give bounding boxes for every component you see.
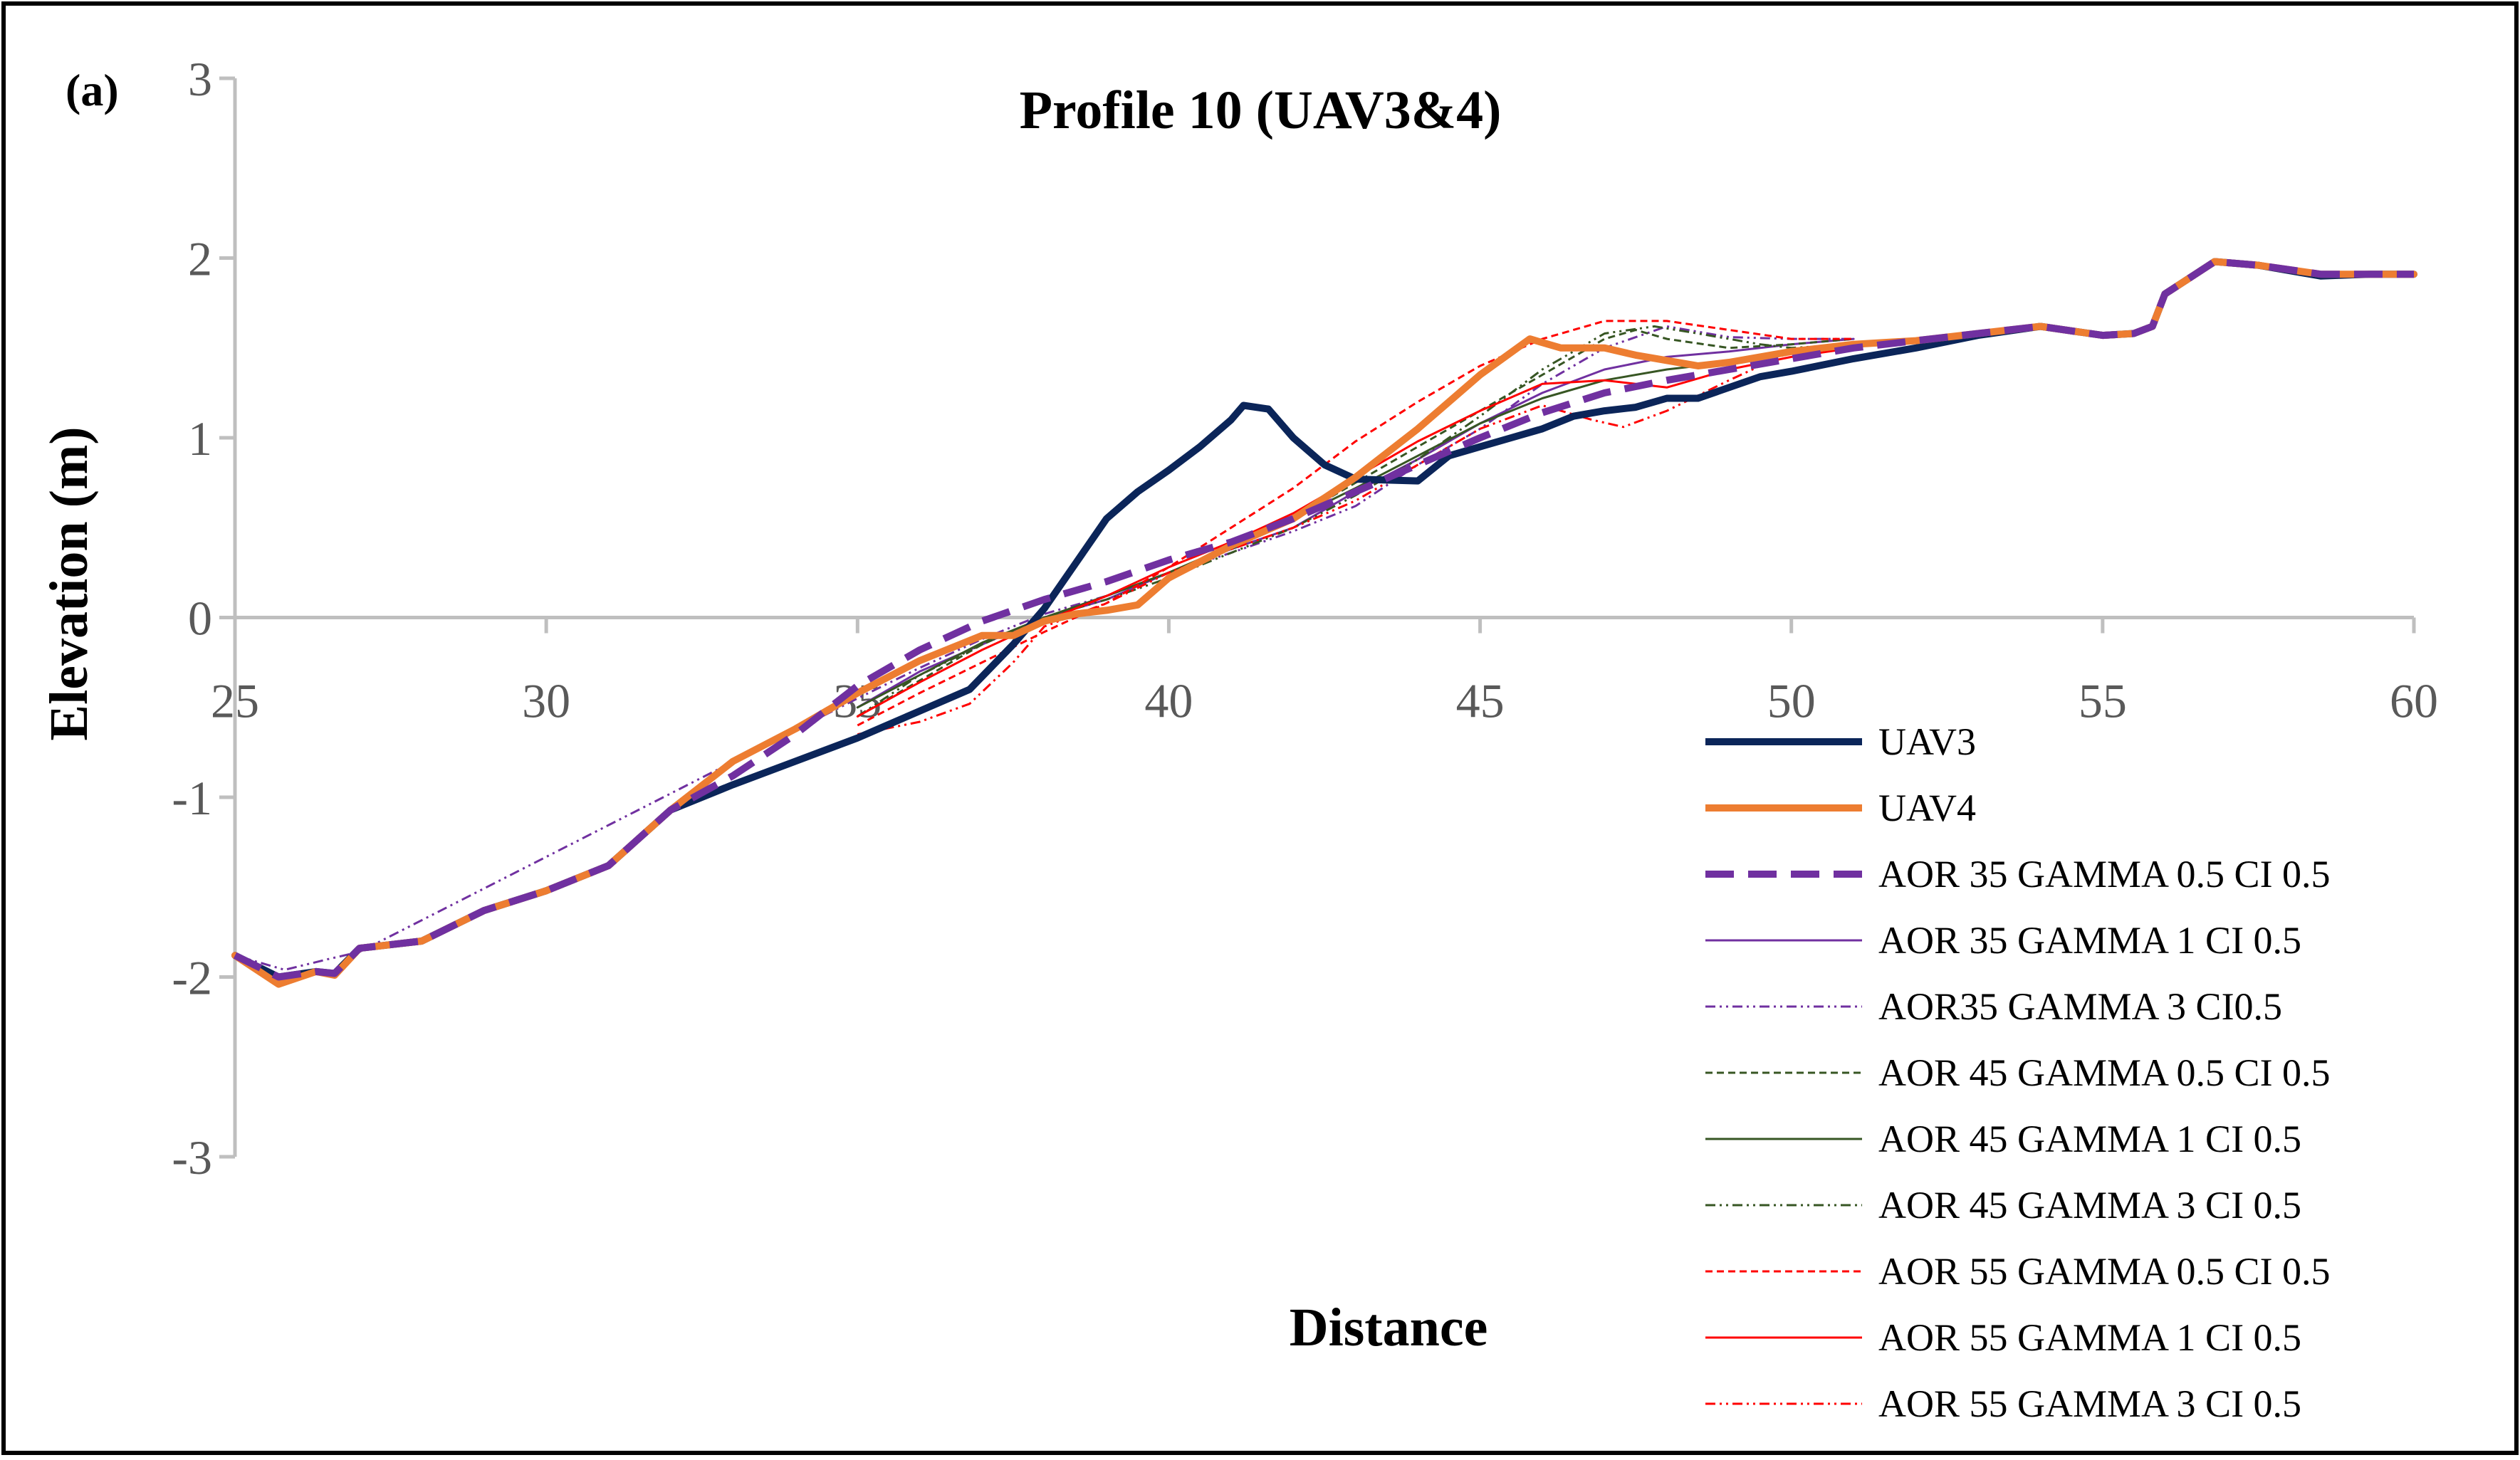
x-tick-label: 50 [1767, 674, 1816, 728]
legend-label-8: AOR 45 GAMMA 3 CI 0.5 [1878, 1184, 2301, 1227]
series-line-11 [857, 343, 1854, 736]
y-tick-label: -3 [172, 1130, 212, 1185]
series-line-9 [857, 320, 1854, 727]
legend-label-11: AOR 55 GAMMA 3 CI 0.5 [1878, 1382, 2301, 1425]
panel-label: (a) [66, 65, 119, 115]
legend: UAV3 UAV4 AOR 35 GAMMA 0.5 CI 0.5 AOR 35 GA… [1705, 720, 2331, 1425]
legend-label-10: AOR 55 GAMMA 1 CI 0.5 [1878, 1316, 2301, 1359]
x-tick-label: 30 [522, 674, 570, 728]
x-tick-label: 25 [211, 674, 259, 728]
x-axis-title: Distance [1290, 1298, 1488, 1357]
series-lines [231, 258, 2417, 988]
legend-label-7: AOR 45 GAMMA 1 CI 0.5 [1878, 1118, 2301, 1160]
y-tick-label: 1 [188, 411, 212, 466]
y-tick-label: -2 [172, 951, 212, 1005]
legend-label-9: AOR 55 GAMMA 0.5 CI 0.5 [1878, 1250, 2331, 1293]
legend-label-4: AOR 35 GAMMA 1 CI 0.5 [1878, 919, 2301, 962]
y-tick-label: -1 [172, 771, 212, 825]
x-tick-label: 40 [1144, 674, 1193, 728]
legend-label-5: AOR35 GAMMA 3 CI0.5 [1878, 985, 2282, 1028]
legend-label-6: AOR 45 GAMMA 0.5 CI 0.5 [1878, 1051, 2331, 1094]
x-tick-label: 55 [2079, 674, 2127, 728]
legend-label-3: AOR 35 GAMMA 0.5 CI 0.5 [1878, 853, 2331, 896]
y-tick-label: 0 [188, 592, 212, 646]
y-axis-title: Elevation (m) [39, 426, 99, 740]
legend-label-2: UAV4 [1878, 787, 1976, 829]
x-tick-label: 45 [1456, 674, 1505, 728]
legend-label-1: UAV3 [1878, 720, 1976, 763]
x-tick-label: 60 [2390, 674, 2438, 728]
y-tick-label: 3 [188, 52, 212, 106]
y-tick-label: 2 [188, 232, 212, 286]
series-line-3 [233, 258, 2414, 981]
chart-title: Profile 10 (UAV3&4) [1020, 80, 1502, 140]
